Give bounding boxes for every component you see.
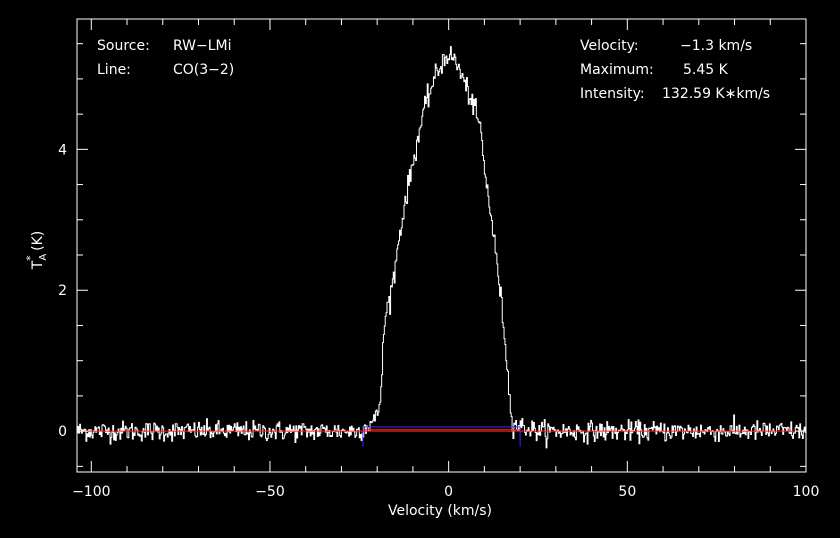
y-axis-title-text: TA* (K) xyxy=(24,231,49,270)
info-maximum-value: 5.45 K xyxy=(683,62,729,78)
y-axis-title-sub: A xyxy=(38,254,49,261)
x-tick-label: 50 xyxy=(618,484,636,500)
info-line-label: Line: xyxy=(97,62,131,78)
axes: −100 −50 0 50 100 0 2 4 xyxy=(58,18,820,500)
info-source-value: RW−LMi xyxy=(173,38,232,54)
info-line-value: CO(3−2) xyxy=(173,62,234,78)
info-maximum-label: Maximum: xyxy=(580,62,654,78)
x-tick-label: −100 xyxy=(72,484,110,500)
y-axis-title-unit: (K) xyxy=(30,231,46,256)
y-axis-title: TA* (K) xyxy=(24,231,49,270)
x-axis-title: Velocity (km/s) xyxy=(388,503,492,519)
y-axis-title-sup: * xyxy=(24,255,37,261)
plot-frame xyxy=(76,18,807,473)
info-intensity-value: 132.59 K∗km/s xyxy=(662,86,770,102)
info-velocity-value: −1.3 km/s xyxy=(680,38,752,54)
x-tick-label: 0 xyxy=(444,484,453,500)
info-velocity-label: Velocity: xyxy=(580,38,639,54)
x-tick-label: −50 xyxy=(255,484,285,500)
plot-area xyxy=(77,46,806,449)
info-intensity-label: Intensity: xyxy=(580,86,645,102)
y-tick-label: 0 xyxy=(58,424,67,440)
info-left: Source: RW−LMi Line: CO(3−2) xyxy=(97,38,234,78)
spectrum-line xyxy=(77,46,806,449)
info-right: Velocity: −1.3 km/s Maximum: 5.45 K Inte… xyxy=(580,38,770,102)
info-source-label: Source: xyxy=(97,38,150,54)
y-tick-label: 2 xyxy=(58,283,67,299)
x-tick-label: 100 xyxy=(793,484,820,500)
y-axis-title-main: T xyxy=(30,260,46,270)
y-tick-label: 4 xyxy=(58,142,67,158)
